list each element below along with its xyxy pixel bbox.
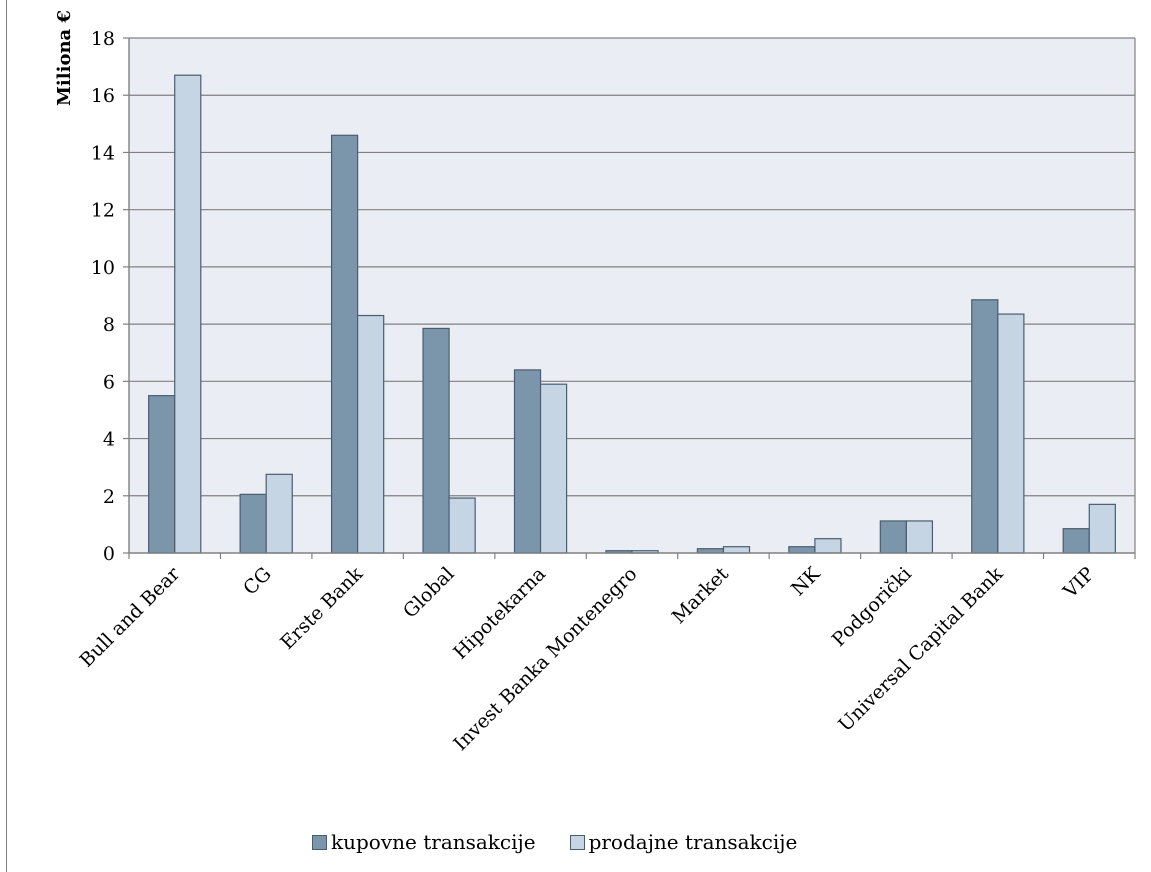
x-tick-label: NK (787, 562, 825, 600)
y-axis-label: Miliona € (54, 10, 75, 106)
x-tick-labels: Bull and Bear CG Erste Bank GlobalHipotekar… (76, 562, 1099, 755)
legend-swatch-kupovne (312, 834, 327, 850)
x-tick-label: Bull and Bear (76, 562, 185, 671)
y-tick-label: 14 (91, 142, 115, 164)
bars (148, 74, 1116, 554)
x-tick-label: Global (399, 563, 459, 623)
bar-prodajne (905, 520, 934, 554)
x-tick-label: Erste Bank (276, 563, 367, 654)
bar-kupovne (239, 493, 267, 554)
y-tick-label: 8 (103, 314, 115, 336)
y-tick-label: 12 (91, 200, 115, 222)
bar-kupovne (1062, 528, 1090, 554)
chart-frame (6, 0, 1151, 872)
bar-prodajne (357, 314, 385, 554)
bar-prodajne (174, 74, 202, 554)
legend: kupovne transakcije prodajne transakcije (312, 830, 831, 854)
x-tick-label: Invest Banka Montenegro (449, 563, 641, 755)
bar-prodajne (997, 313, 1025, 554)
y-tick-label: 10 (91, 257, 115, 279)
y-tick-label: 18 (91, 28, 115, 50)
bar-prodajne (539, 383, 568, 554)
bar-kupovne (879, 520, 907, 554)
legend-label-prodajne: prodajne transakcije (588, 830, 798, 854)
bar-kupovne (788, 546, 816, 554)
bar-prodajne (814, 538, 842, 554)
x-tick-label: Podgorički (828, 563, 916, 651)
bar-prodajne (448, 497, 476, 554)
x-tick-label: Hipotekarna (449, 563, 550, 664)
bar-prodajne (265, 473, 293, 554)
x-tick-label: VIP (1058, 563, 1098, 603)
bar-kupovne (971, 299, 999, 554)
y-tick-label: 2 (103, 486, 115, 508)
x-tick-label: CG (239, 563, 276, 600)
y-tick-label: 6 (103, 371, 115, 393)
plot-area (129, 38, 1135, 553)
bar-kupovne (148, 395, 176, 554)
gridlines (129, 37, 1135, 497)
bar-kupovne (422, 327, 450, 554)
y-tick-labels: 0 2 4 6 8 10 12 14 16 18 (91, 28, 115, 565)
legend-label-kupovne: kupovne transakcije (331, 830, 536, 854)
axes (123, 37, 1136, 559)
bar-prodajne (722, 546, 751, 554)
y-tick-label: 4 (103, 429, 115, 451)
x-tick-label: Market (668, 563, 733, 628)
x-tick-label: Universal Capital Bank (834, 563, 1007, 736)
legend-swatch-prodajne (569, 834, 585, 850)
legend-item-prodajne: prodajne transakcije (569, 830, 798, 854)
bar-prodajne (1088, 503, 1116, 554)
bar-kupovne (330, 134, 359, 554)
legend-item-kupovne: kupovne transakcije (312, 830, 536, 854)
bar-kupovne (513, 369, 542, 554)
y-tick-label: 0 (103, 543, 115, 565)
y-tick-label: 16 (91, 85, 115, 107)
